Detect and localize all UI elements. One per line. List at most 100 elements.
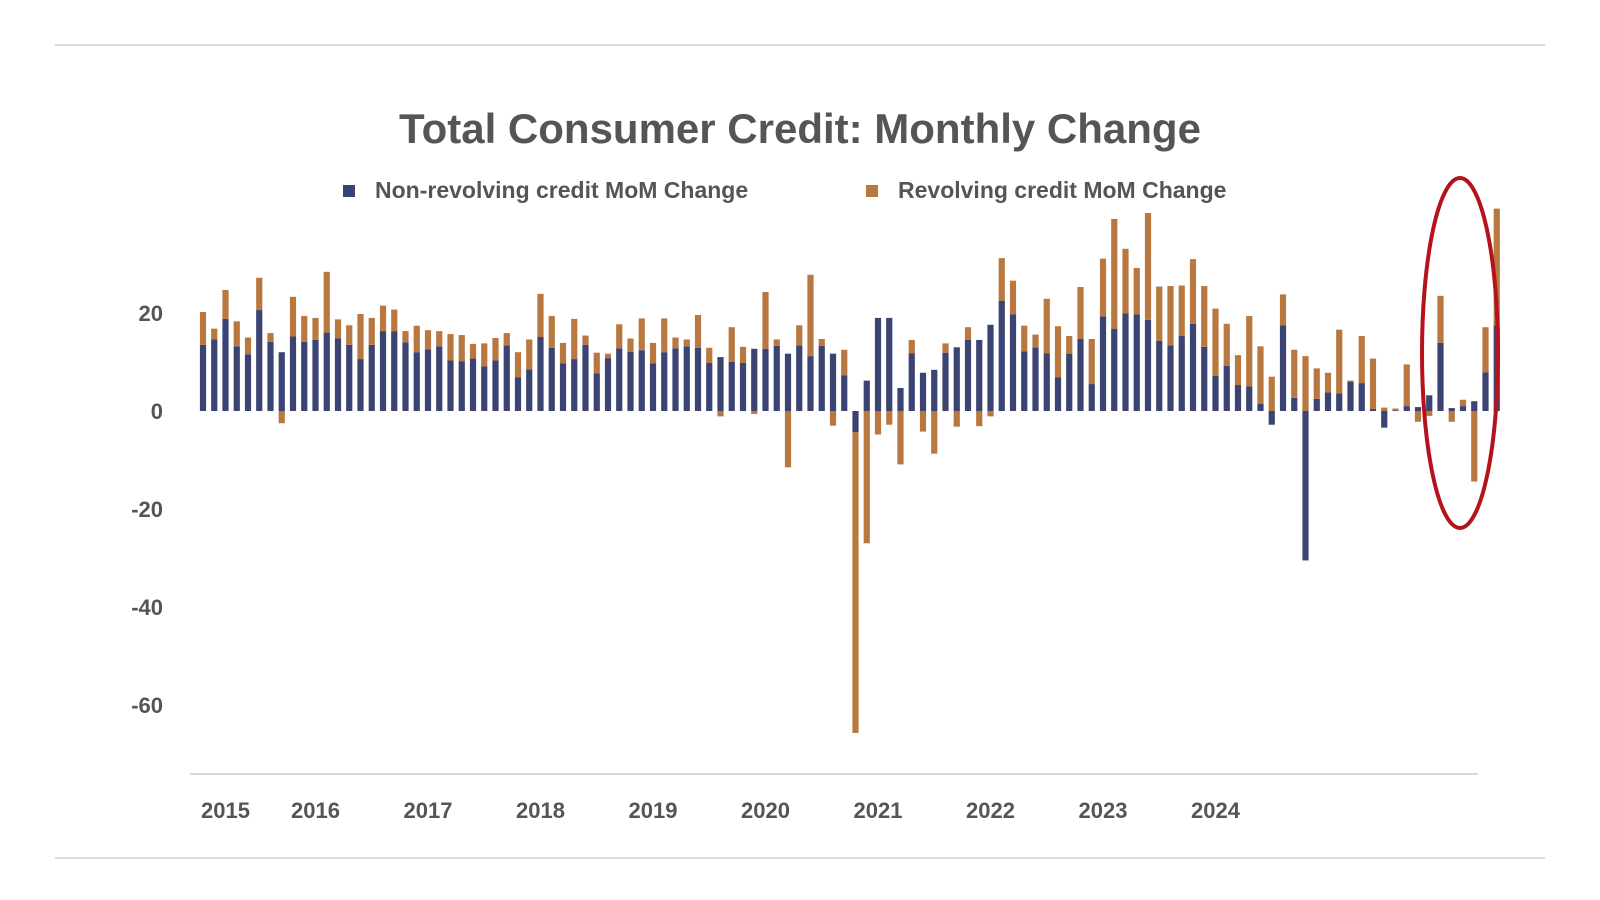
non-revolving-bar bbox=[1313, 398, 1320, 411]
non-revolving-bar bbox=[458, 361, 465, 411]
non-revolving-bar bbox=[649, 363, 657, 411]
non-revolving-bar bbox=[1358, 383, 1365, 411]
revolving-bar bbox=[582, 335, 589, 345]
non-revolving-bar bbox=[874, 317, 882, 411]
revolving-bar bbox=[1392, 408, 1399, 411]
revolving-bar bbox=[931, 411, 938, 454]
revolving-bar bbox=[571, 318, 578, 360]
revolving-bar bbox=[1268, 376, 1275, 411]
revolving-bar bbox=[593, 352, 600, 374]
revolving-bar bbox=[436, 331, 443, 347]
non-revolving-bar bbox=[1471, 401, 1478, 411]
y-tick-label: -60 bbox=[131, 693, 163, 718]
y-tick-label: 20 bbox=[139, 301, 163, 326]
non-revolving-bar bbox=[717, 357, 724, 411]
revolving-bar bbox=[1482, 327, 1489, 373]
revolving-bar bbox=[1493, 208, 1500, 326]
revolving-bar bbox=[1032, 334, 1039, 348]
revolving-bar bbox=[1302, 356, 1309, 411]
revolving-bar bbox=[1201, 286, 1208, 347]
non-revolving-bar bbox=[1268, 411, 1275, 425]
x-tick-label: 2021 bbox=[854, 798, 903, 823]
revolving-bar bbox=[1133, 267, 1140, 315]
non-revolving-bar bbox=[1212, 375, 1219, 411]
non-revolving-bar bbox=[728, 362, 735, 411]
revolving-bar bbox=[762, 291, 769, 349]
non-revolving-bar bbox=[1189, 323, 1197, 411]
non-revolving-bar bbox=[559, 363, 567, 411]
non-revolving-bar bbox=[897, 387, 904, 411]
non-revolving-bar bbox=[537, 337, 544, 411]
non-revolving-bar bbox=[1336, 393, 1343, 411]
x-tick-label: 2017 bbox=[404, 798, 453, 823]
revolving-bar bbox=[627, 338, 634, 352]
non-revolving-bar bbox=[312, 339, 319, 411]
non-revolving-bar bbox=[593, 373, 600, 411]
revolving-bar bbox=[976, 411, 983, 427]
revolving-bar bbox=[1426, 411, 1433, 416]
non-revolving-bar bbox=[998, 300, 1005, 411]
non-revolving-bar bbox=[1448, 408, 1455, 411]
legend-swatch-non-revolving bbox=[343, 185, 355, 197]
revolving-bar bbox=[919, 411, 927, 432]
non-revolving-bar bbox=[852, 411, 859, 433]
non-revolving-bar bbox=[1291, 397, 1298, 411]
y-axis-ticks: 20 0 -20 -40 -60 bbox=[131, 301, 163, 718]
revolving-bar bbox=[1291, 349, 1298, 398]
non-revolving-bar bbox=[773, 345, 780, 411]
non-revolving-bar bbox=[1381, 411, 1388, 428]
non-revolving-bar bbox=[1099, 316, 1107, 411]
legend-label-revolving: Revolving credit MoM Change bbox=[898, 177, 1226, 203]
revolving-bar bbox=[289, 296, 297, 337]
non-revolving-bar bbox=[1302, 411, 1309, 561]
revolving-bar bbox=[1414, 411, 1422, 422]
revolving-bar bbox=[717, 411, 724, 417]
revolving-bar bbox=[863, 411, 870, 544]
non-revolving-bar bbox=[964, 339, 972, 411]
legend: Non-revolving credit MoM Change Revolvin… bbox=[343, 177, 1226, 203]
revolving-bar bbox=[908, 339, 915, 354]
revolving-bar bbox=[368, 317, 375, 345]
non-revolving-bar bbox=[1403, 406, 1410, 411]
revolving-bar bbox=[413, 325, 420, 353]
non-revolving-bar bbox=[1167, 345, 1174, 411]
bar-series bbox=[199, 208, 1500, 733]
revolving-bar bbox=[638, 318, 645, 351]
revolving-bar bbox=[1178, 285, 1185, 337]
non-revolving-bar bbox=[346, 344, 353, 411]
non-revolving-bar bbox=[1009, 314, 1017, 411]
non-revolving-bar bbox=[514, 377, 522, 411]
revolving-bar bbox=[728, 327, 735, 362]
non-revolving-bar bbox=[1437, 342, 1444, 411]
revolving-bar bbox=[278, 411, 285, 424]
highlight-ellipse bbox=[1420, 176, 1500, 530]
non-revolving-bar bbox=[751, 348, 758, 411]
non-revolving-bar bbox=[267, 341, 274, 411]
revolving-bar bbox=[458, 335, 465, 362]
revolving-bar bbox=[222, 289, 229, 319]
revolving-bar bbox=[1111, 218, 1118, 329]
revolving-bar bbox=[1021, 325, 1028, 352]
x-tick-label: 2018 bbox=[516, 798, 565, 823]
non-revolving-bar bbox=[1156, 340, 1163, 411]
revolving-bar bbox=[211, 328, 218, 340]
revolving-bar bbox=[751, 411, 758, 414]
revolving-bar bbox=[346, 325, 353, 345]
non-revolving-bar bbox=[863, 380, 870, 411]
revolving-bar bbox=[1167, 286, 1174, 346]
revolving-bar bbox=[1122, 248, 1129, 314]
legend-label-non-revolving: Non-revolving credit MoM Change bbox=[375, 177, 748, 203]
revolving-bar bbox=[694, 314, 702, 348]
non-revolving-bar bbox=[616, 348, 623, 411]
non-revolving-bar bbox=[1043, 353, 1050, 411]
revolving-bar bbox=[649, 342, 657, 364]
non-revolving-bar bbox=[447, 360, 454, 411]
non-revolving-bar bbox=[289, 336, 297, 411]
revolving-bar bbox=[1279, 294, 1287, 326]
revolving-bar bbox=[469, 343, 477, 359]
revolving-bar bbox=[953, 411, 960, 427]
non-revolving-bar bbox=[739, 362, 747, 411]
non-revolving-bar bbox=[469, 358, 477, 411]
revolving-bar bbox=[1189, 259, 1197, 324]
revolving-bar bbox=[1077, 287, 1084, 339]
